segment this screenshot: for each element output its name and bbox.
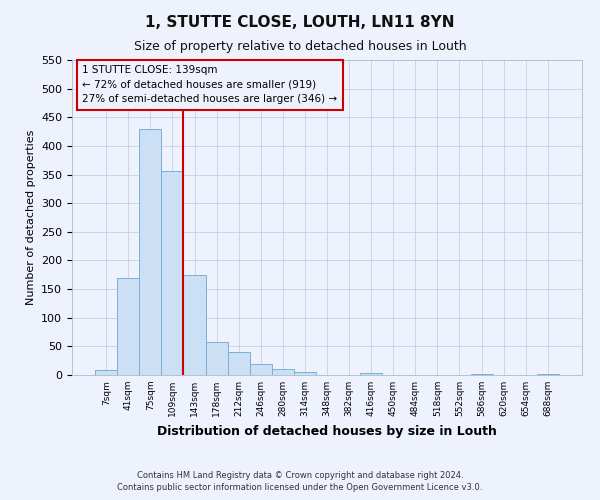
Bar [360,374,382,375]
Bar [184,275,206,375]
Text: Contains HM Land Registry data © Crown copyright and database right 2024.
Contai: Contains HM Land Registry data © Crown c… [118,471,482,492]
Bar [294,372,316,375]
Bar [470,374,493,375]
Bar [272,370,294,375]
Bar [206,342,227,375]
Text: 1 STUTTE CLOSE: 139sqm
← 72% of detached houses are smaller (919)
27% of semi-de: 1 STUTTE CLOSE: 139sqm ← 72% of detached… [82,64,337,104]
Bar [161,171,184,375]
Bar [537,374,559,375]
Bar [117,278,139,375]
Bar [139,128,161,375]
Text: 1, STUTTE CLOSE, LOUTH, LN11 8YN: 1, STUTTE CLOSE, LOUTH, LN11 8YN [145,15,455,30]
Bar [95,370,117,375]
Bar [227,352,250,375]
Text: Size of property relative to detached houses in Louth: Size of property relative to detached ho… [134,40,466,53]
X-axis label: Distribution of detached houses by size in Louth: Distribution of detached houses by size … [157,424,497,438]
Y-axis label: Number of detached properties: Number of detached properties [26,130,35,305]
Bar [250,364,272,375]
